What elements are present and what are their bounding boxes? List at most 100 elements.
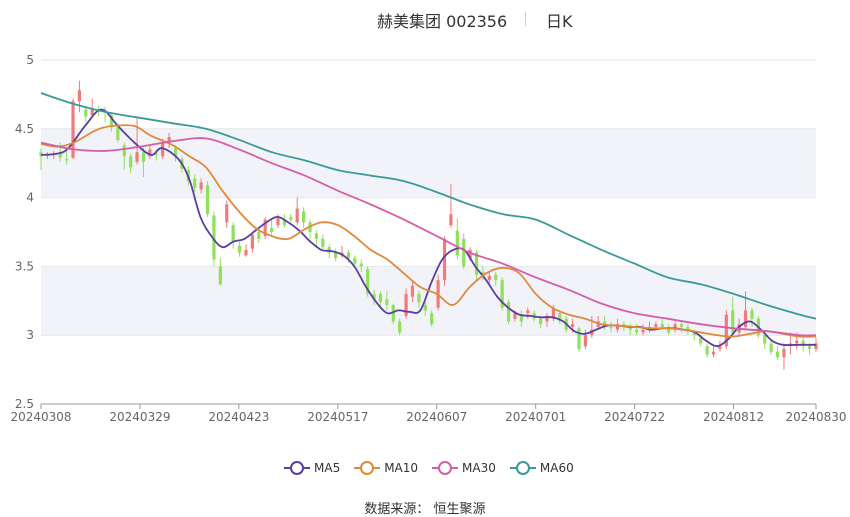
candle-body [679,324,684,327]
candle [103,106,107,122]
legend-item-ma5[interactable]: MA5 [284,461,340,475]
candle [609,321,613,333]
candle-body [775,351,780,358]
x-tick-label: 20240701 [505,410,566,424]
y-tick-label: 4 [26,191,34,205]
candle-body [807,346,812,349]
candle-body [269,227,274,232]
candle-body [193,178,197,188]
candle-body [423,304,427,311]
candle [308,219,312,239]
candle [506,299,511,325]
candle [109,112,114,132]
candle [129,153,133,173]
candle-body [635,329,639,333]
y-tick-label: 3 [26,328,34,342]
title-divider [525,12,526,26]
candle-body [257,232,261,239]
candle [122,142,126,171]
candle [289,214,293,223]
candle-body [615,324,620,330]
candle-body [141,152,146,162]
candle-body [353,258,357,264]
candle-body [417,293,421,303]
candle-body [660,324,664,327]
candle-body [366,269,370,294]
candle-body [628,326,632,330]
candle-body [327,247,331,253]
candle-body [609,326,613,329]
candle-body [71,101,75,158]
candle-body [385,299,389,305]
candle [487,271,491,283]
candle [494,271,498,286]
candle-body [731,310,735,333]
ma-line-ma30 [40,137,817,337]
candle-body [763,335,767,344]
candle-body [231,225,235,242]
candle [449,183,453,228]
candle [763,332,767,349]
candle-body [154,153,158,155]
candle [65,150,69,165]
candle-body [295,208,299,223]
candle-body [84,109,88,117]
candle-body [398,321,402,333]
candle [135,117,139,165]
candle-body [244,249,248,256]
candle-body [346,252,351,259]
candle-body [705,346,709,355]
candle-body [58,153,62,158]
y-tick-label: 4.5 [15,122,34,136]
candle-body [122,145,126,157]
candle-body [641,329,645,333]
candle-body [372,293,376,300]
candle [282,214,286,228]
candle-body [276,218,280,226]
candle-body [90,109,94,116]
candle-body [302,211,306,223]
candle [423,302,427,316]
candle-body [558,313,562,322]
candle-body [205,185,210,215]
candle-body [250,234,254,249]
candle-body [782,348,786,358]
candle-body [167,137,171,143]
legend-item-ma10[interactable]: MA10 [354,461,418,475]
candle-body [750,310,754,319]
y-axis: 2.5 3 3.5 4 4.5 5 [15,53,34,411]
background-bands [41,128,816,336]
candle [231,222,235,249]
candle-body [109,115,114,128]
candle [430,310,434,327]
candle-body [692,332,696,336]
candle-body [667,326,671,333]
candle-body [801,340,805,347]
candle-body [404,293,408,316]
candle [455,218,459,260]
candle-body [654,324,658,327]
candle-body [673,324,677,330]
candle [378,291,383,308]
legend-item-ma60[interactable]: MA60 [509,461,574,475]
x-tick-label: 20240812 [703,410,764,424]
candle [385,291,389,311]
candle-body [225,204,229,223]
candle-body [769,343,773,352]
candle [442,236,447,286]
band [41,266,816,336]
candle-body [77,90,82,102]
moving-average-lines [40,92,817,348]
candle [244,244,248,257]
legend-item-ma30[interactable]: MA30 [432,461,496,475]
candle [372,289,376,305]
candle-body [334,252,338,259]
candle-body [487,276,491,281]
candle [769,340,773,355]
candle [398,318,402,336]
candle-body [199,182,203,190]
data-source: 数据来源： 恒生聚源 [364,502,486,517]
candle-body [116,127,120,140]
candle [417,291,421,308]
